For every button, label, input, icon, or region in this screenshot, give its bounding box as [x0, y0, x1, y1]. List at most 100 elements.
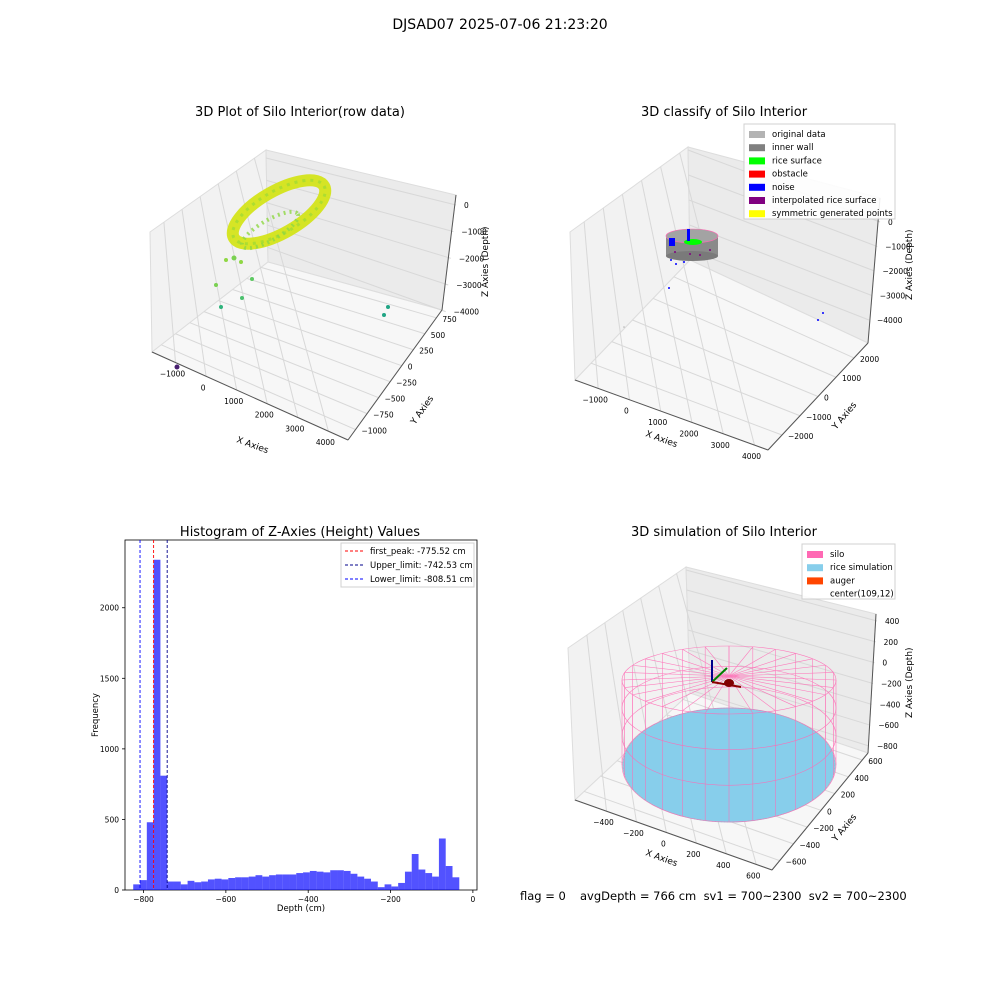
- x-tick-label: −1000: [582, 395, 608, 404]
- outlier-point: [224, 258, 228, 262]
- legend: silo rice simulation auger center(109,12): [801, 543, 896, 600]
- x-axis-label: X Axies: [235, 435, 270, 456]
- x-tick-label: −600: [216, 895, 237, 904]
- legend-label: silo: [830, 550, 844, 560]
- classify-3d-plot: 3D classify of Silo Interior −1000 0 1000 2…: [569, 105, 915, 461]
- y-tick-label: 500: [431, 331, 446, 340]
- outlier-point: [239, 260, 243, 264]
- z-tick-label: −600: [878, 721, 899, 730]
- y-tick-labels: −1000 −750 −500 −250 0 250 500 750: [362, 315, 457, 436]
- y-tick-label: −500: [385, 395, 406, 404]
- x-tick-label: 1000: [648, 418, 667, 427]
- legend-label: Lower_limit: -808.51 cm: [370, 575, 472, 585]
- avg-depth-text: avgDepth = 766 cm sv1 = 700~2300 sv2 = 7…: [580, 889, 907, 903]
- histogram-bar: [282, 874, 290, 890]
- depth-histogram: Histogram of Z-Axies (Height) Values −80…: [91, 525, 478, 914]
- z-tick-label: −2000: [459, 254, 485, 263]
- y-tick-labels: −2000 −1000 0 1000 2000: [788, 355, 879, 441]
- legend-label: Upper_limit: -742.53 cm: [370, 561, 473, 571]
- x-tick-label: 600: [746, 871, 761, 880]
- y-tick-label: −400: [799, 841, 820, 850]
- auger: [711, 660, 742, 688]
- histogram-bar: [140, 880, 147, 890]
- histogram-bar: [255, 875, 263, 890]
- legend-label: inner wall: [772, 143, 813, 153]
- histogram-bar: [146, 822, 154, 890]
- histogram-bar: [248, 876, 256, 890]
- histogram-bar: [133, 884, 141, 890]
- y-tick-label: 600: [868, 757, 883, 766]
- legend-swatch: [749, 210, 765, 218]
- histogram-bar: [180, 884, 188, 890]
- legend-swatch: [807, 577, 823, 585]
- histogram-bar: [303, 872, 310, 890]
- histogram-bar: [384, 884, 392, 890]
- legend-swatch: [807, 551, 823, 558]
- y-tick-label: −1000: [362, 427, 388, 436]
- histogram-bar: [350, 873, 358, 890]
- x-tick-labels: −800 −600 −400 −200 0: [133, 890, 475, 904]
- legend-label: interpolated rice surface: [772, 196, 877, 206]
- histogram-bar: [316, 871, 324, 890]
- histogram-bar: [235, 877, 242, 890]
- histogram-bar: [445, 866, 453, 890]
- histogram-bar: [411, 854, 419, 890]
- plot-title: 3D simulation of Silo Interior: [631, 525, 818, 540]
- y-tick-label: 2000: [860, 355, 879, 364]
- x-tick-label: 400: [716, 861, 731, 870]
- plot-title: 3D Plot of Silo Interior(row data): [195, 105, 405, 120]
- z-tick-label: −1000: [885, 243, 911, 252]
- legend-swatch: [749, 197, 765, 204]
- inner-wall-cylinder: [665, 228, 719, 261]
- x-tick-labels: −1000 0 1000 2000 3000 4000: [582, 395, 761, 461]
- legend-label: obstacle: [772, 170, 808, 180]
- y-axis-label: Y Axies: [830, 812, 859, 844]
- z-tick-label: −4000: [454, 308, 480, 317]
- silo-wireframe: [621, 645, 837, 823]
- legend-label: first_peak: -775.52 cm: [370, 547, 466, 557]
- y-tick-label: 400: [854, 774, 869, 783]
- z-tick-labels: 400 200 0 −200 −400 −600 −800: [877, 617, 902, 751]
- legend-label: symmetric generated points: [772, 209, 893, 219]
- z-tick-label: 0: [882, 659, 887, 668]
- histogram-bar: [309, 870, 317, 890]
- outlier-point: [231, 255, 237, 261]
- legend-swatch: [749, 170, 765, 178]
- histogram-bar: [452, 877, 460, 890]
- y-tick-label: 0: [824, 394, 829, 403]
- y-axis-label: Y Axies: [830, 400, 859, 432]
- noise-points: [623, 229, 824, 328]
- y-tick-label: −600: [786, 858, 807, 867]
- y-tick-label: 1000: [842, 374, 861, 383]
- legend-label: auger: [830, 576, 855, 586]
- legend-swatch: [749, 183, 765, 191]
- axis-lines: [151, 194, 457, 441]
- histogram-bar: [275, 874, 283, 890]
- x-tick-label: −1000: [160, 370, 186, 379]
- x-tick-label: 4000: [742, 452, 761, 461]
- x-tick-label: −400: [593, 818, 614, 827]
- legend-label: rice simulation: [830, 563, 893, 573]
- z-tick-label: 0: [464, 201, 469, 210]
- histogram-bar: [438, 838, 446, 890]
- legend-label: noise: [772, 183, 795, 193]
- histogram-bar: [187, 880, 195, 890]
- histogram-bars: [133, 559, 460, 890]
- y-axis-label: Y Axies: [409, 394, 437, 427]
- histogram-bar: [330, 870, 338, 890]
- plot-title: Histogram of Z-Axies (Height) Values: [180, 525, 420, 540]
- x-axis-label: Depth (cm): [277, 904, 325, 914]
- histogram-bar: [337, 870, 344, 890]
- x-tick-label: −400: [298, 895, 319, 904]
- z-tick-label: −400: [880, 700, 901, 709]
- histogram-bar: [343, 870, 351, 890]
- histogram-bar: [296, 873, 304, 890]
- histogram-bar: [153, 559, 161, 890]
- z-tick-labels: 0 −1000 −2000 −3000 −4000: [877, 218, 911, 325]
- z-tick-label: −3000: [880, 292, 906, 301]
- z-tick-label: 400: [885, 617, 900, 626]
- x-tick-label: 200: [686, 850, 701, 859]
- grid-lines: [161, 157, 457, 432]
- outlier-point: [174, 364, 180, 370]
- outlier-point: [250, 277, 254, 281]
